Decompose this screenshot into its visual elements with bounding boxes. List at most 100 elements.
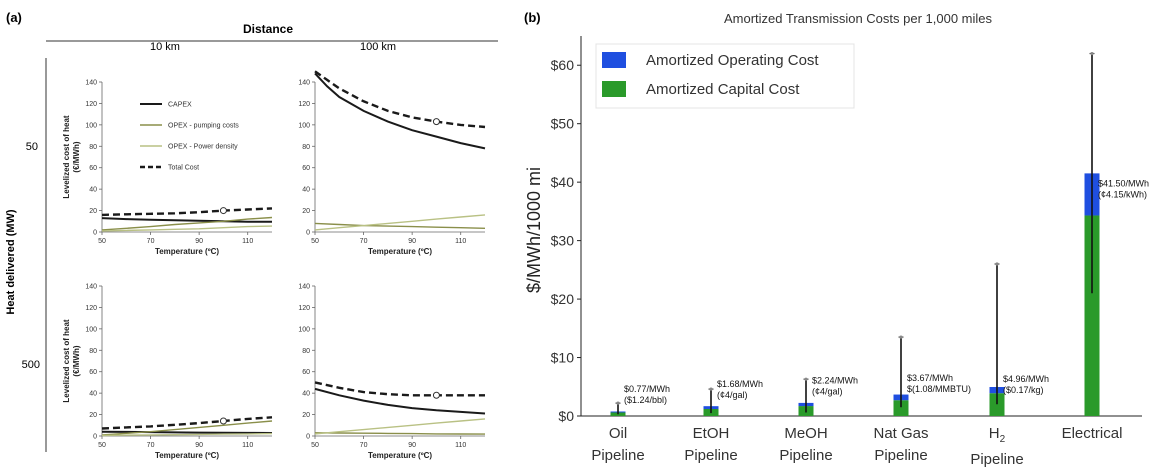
data-label-unit: (¢4/gal) (812, 387, 843, 397)
x-tick-label-line2: Pipeline (591, 447, 644, 464)
y-tick-label: $30 (551, 233, 575, 249)
optimum-marker (432, 118, 440, 126)
y-tick-label: 120 (298, 101, 310, 108)
error-bar-end-marker (616, 401, 620, 405)
series-line-opex-pumping-costs (101, 216, 273, 231)
x-tick-label: 110 (455, 238, 466, 245)
distance-header: Distance (243, 22, 293, 36)
subplot-a-50MW-10km: 0 20 40 60 80 100 120 140 50 70 90 110 Temperature (… (62, 80, 273, 256)
x-tick-label: 90 (408, 238, 416, 245)
data-label-value: $2.24/MWh (812, 376, 858, 386)
y-tick-label: 60 (89, 165, 97, 172)
y-tick-label: 20 (302, 208, 310, 215)
y-tick-label: 60 (302, 369, 310, 376)
y-tick-label: 100 (298, 326, 310, 333)
y-tick-label: 60 (89, 369, 97, 376)
y-tick-label: $0 (558, 408, 574, 424)
data-label-unit: $(1.08/MMBTU) (907, 384, 971, 394)
y-tick-label: 120 (298, 305, 310, 312)
series-line-capex (101, 217, 272, 223)
x-tick-label: 110 (242, 442, 253, 449)
x-axis-label: Temperature (ºC) (368, 451, 432, 460)
y-tick-label: $60 (551, 57, 575, 73)
x-tick-label: 110 (242, 238, 253, 245)
y-tick-label: $50 (551, 116, 575, 132)
legend-swatch-amortized-capital-cost (602, 81, 626, 97)
series-line-capex (314, 387, 486, 415)
row-header-500mw: 500 (22, 359, 40, 371)
legend-swatch-amortized-operating-cost (602, 52, 626, 68)
series-line-capex (314, 72, 486, 150)
data-label-value: $3.67/MWh (907, 373, 953, 383)
y-tick-label: 20 (302, 412, 310, 419)
x-tick-label: 50 (98, 442, 106, 449)
y-axis-label-line: (€/MWh) (72, 345, 81, 376)
y-tick-label: 100 (85, 122, 97, 129)
y-axis-label: $/MWh/1000 mi (524, 167, 544, 293)
y-tick-label: 20 (89, 412, 97, 419)
error-bar-end-marker (995, 262, 999, 266)
column-header-10km: 10 km (150, 41, 180, 53)
x-tick-label-h: H2 (989, 425, 1006, 445)
legend-label-total-cost: Total Cost (168, 165, 199, 172)
subplot-a-500MW-10km: 0 20 40 60 80 100 120 140 50 70 90 110 Temperature (… (62, 284, 273, 460)
subscript: 2 (1000, 434, 1006, 445)
y-tick-label: 0 (306, 230, 310, 237)
y-tick-label: 40 (302, 187, 310, 194)
row-header-50mw: 50 (26, 141, 38, 153)
y-tick-label: 40 (302, 391, 310, 398)
error-bar-end-marker (899, 335, 903, 339)
x-tick-label: 70 (360, 442, 368, 449)
x-tick-label: 70 (147, 238, 155, 245)
y-tick-label: 100 (85, 326, 97, 333)
x-tick-label: 70 (360, 238, 368, 245)
y-tick-label: 0 (93, 230, 97, 237)
y-tick-label: 20 (89, 208, 97, 215)
legend-label-amortized-operating-cost: Amortized Operating Cost (646, 52, 819, 69)
optimum-marker (219, 207, 227, 215)
panel-b-label: (b) (524, 10, 541, 25)
y-tick-label: 120 (85, 305, 97, 312)
x-tick-label: 90 (195, 238, 203, 245)
legend-label-amortized-capital-cost: Amortized Capital Cost (646, 81, 800, 98)
subplot-a-500MW-100km: 0 20 40 60 80 100 120 140 50 70 90 110 Temperature (… (298, 284, 486, 460)
x-tick-label-line2: Pipeline (779, 447, 832, 464)
error-bar-end-marker (709, 387, 713, 391)
y-axis-label-line: Levelized cost of heat (62, 319, 71, 402)
y-tick-label: 80 (302, 144, 310, 151)
subplot-a-50MW-100km: 0 20 40 60 80 100 120 140 50 70 90 110 Temperature (… (298, 70, 486, 256)
x-tick-label-meoh: MeOH (784, 425, 827, 442)
data-label-unit: (¢4.15/kWh) (1098, 190, 1147, 200)
y-axis-label-line: Levelized cost of heat (62, 115, 71, 198)
error-bar-end-marker (804, 377, 808, 381)
y-tick-label: 80 (302, 348, 310, 355)
y-tick-label: $40 (551, 174, 575, 190)
series-line-total-cost (314, 381, 485, 397)
y-tick-label: $20 (551, 291, 575, 307)
x-tick-label: 50 (311, 238, 319, 245)
series-line-opex-pumping-costs (101, 420, 273, 436)
x-tick-label-line2: Pipeline (684, 447, 737, 464)
series-line-opex-pumping-costs (314, 432, 486, 435)
y-tick-label: 140 (85, 284, 97, 291)
bar-capital-nat-gas (893, 400, 909, 416)
data-label-value: $41.50/MWh (1098, 179, 1149, 189)
y-tick-label: 80 (89, 348, 97, 355)
x-tick-label: 50 (98, 238, 106, 245)
legend-label-opex-pumping-costs: OPEX - pumping costs (168, 123, 239, 130)
x-tick-label-oil: Oil (609, 425, 627, 442)
optimum-marker (432, 391, 440, 399)
x-tick-label: 90 (408, 442, 416, 449)
x-tick-label-electrical: Electrical (1062, 425, 1123, 442)
y-tick-label: 140 (298, 284, 310, 291)
y-tick-label: 120 (85, 101, 97, 108)
x-tick-label-etoh: EtOH (693, 425, 730, 442)
heat-delivered-label: Heat delivered (MW) (5, 209, 17, 314)
y-axis-label: Levelized cost of heat(€/MWh) (62, 319, 81, 402)
y-tick-label: 60 (302, 165, 310, 172)
bar-capital-electrical (1084, 215, 1100, 416)
x-axis-label: Temperature (ºC) (155, 247, 219, 256)
data-label-value: $4.96/MWh (1003, 374, 1049, 384)
